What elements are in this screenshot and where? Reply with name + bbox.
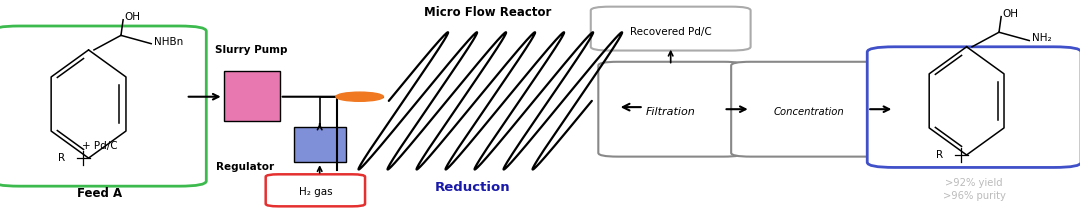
Text: R: R: [57, 153, 65, 163]
FancyBboxPatch shape: [591, 7, 751, 51]
FancyBboxPatch shape: [867, 47, 1080, 167]
FancyBboxPatch shape: [0, 26, 206, 186]
FancyBboxPatch shape: [598, 62, 743, 157]
Text: Slurry Pump: Slurry Pump: [215, 45, 288, 55]
Text: Regulator: Regulator: [216, 162, 274, 172]
Bar: [294, 127, 346, 162]
Text: >96% purity: >96% purity: [943, 191, 1005, 201]
Text: NH₂: NH₂: [1032, 33, 1052, 43]
FancyBboxPatch shape: [731, 62, 887, 157]
Text: Micro Flow Reactor: Micro Flow Reactor: [424, 6, 552, 19]
Text: H₂ gas: H₂ gas: [298, 187, 333, 197]
Text: OH: OH: [124, 12, 140, 22]
Text: + Pd/C: + Pd/C: [82, 141, 117, 151]
Text: Feed A: Feed A: [77, 187, 122, 200]
Text: NHBn: NHBn: [154, 37, 184, 47]
Text: >92% yield: >92% yield: [945, 178, 1003, 188]
Text: R: R: [935, 150, 943, 160]
Text: Recovered Pd/C: Recovered Pd/C: [630, 27, 712, 37]
Bar: [224, 71, 280, 121]
FancyBboxPatch shape: [266, 174, 365, 206]
Text: Reduction: Reduction: [435, 181, 511, 194]
Text: OH: OH: [1002, 9, 1018, 19]
Text: Concentration: Concentration: [773, 107, 845, 117]
Text: Filtration: Filtration: [646, 107, 696, 117]
Circle shape: [336, 92, 383, 101]
